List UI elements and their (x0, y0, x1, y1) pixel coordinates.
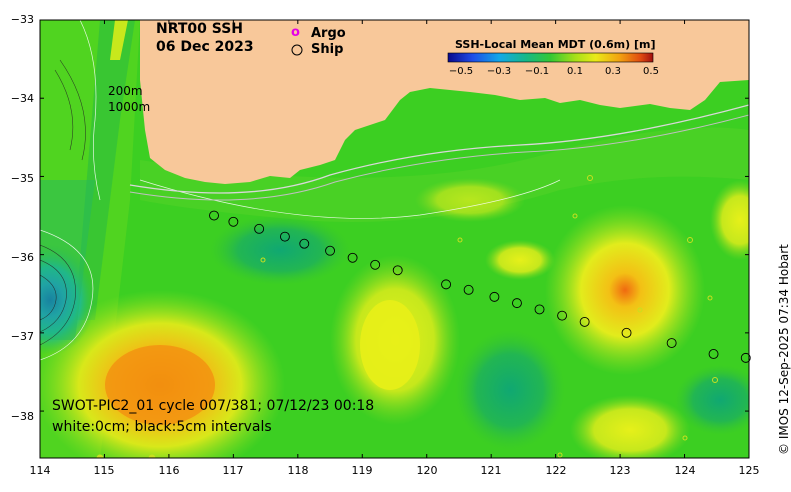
ship-position (228, 216, 239, 227)
colorbar-tick: −0.1 (524, 66, 550, 77)
ship-position (666, 338, 677, 348)
argo-legend-label: Argo (311, 26, 346, 41)
ship-position (299, 238, 310, 249)
ship-position (441, 279, 452, 290)
colorbar-tick: 0.3 (605, 66, 621, 77)
ship-position (708, 349, 719, 359)
ship-position (534, 304, 545, 315)
ship-position (740, 352, 751, 363)
ship-position (370, 259, 381, 270)
x-tick: 117 (222, 464, 244, 477)
x-tick: 120 (416, 464, 438, 477)
x-tick: 114 (29, 464, 51, 477)
ship-position (489, 291, 500, 302)
colorbar-tick: −0.5 (448, 66, 474, 77)
colorbar-title: SSH-Local Mean MDT (0.6m) [m] (455, 38, 656, 51)
ship-position (325, 245, 335, 256)
ship-legend-label: Ship (311, 42, 344, 57)
x-tick: 125 (738, 464, 760, 477)
ship-legend-icon (291, 44, 303, 56)
x-tick: 119 (351, 464, 373, 477)
colorbar-tick: 0.5 (643, 66, 659, 77)
ship-position (347, 252, 358, 263)
argo-legend-icon: o (291, 25, 300, 40)
x-tick: 121 (480, 464, 502, 477)
ship-position (254, 223, 265, 234)
ship-position (209, 210, 219, 221)
map-title-date: 06 Dec 2023 (156, 39, 254, 55)
y-tick: −33 (10, 13, 34, 26)
colorbar (447, 52, 654, 63)
y-tick: −38 (10, 410, 34, 423)
ship-position (392, 265, 403, 276)
colorbar-tick: −0.3 (486, 66, 512, 77)
x-tick: 123 (609, 464, 631, 477)
swot-pass-info: SWOT-PIC2_01 cycle 007/381; 07/12/23 00:… (52, 398, 375, 414)
y-tick: −37 (10, 330, 34, 343)
ship-position (621, 327, 632, 338)
ship-position (579, 316, 590, 327)
x-tick: 118 (287, 464, 309, 477)
x-tick: 122 (545, 464, 567, 477)
ship-position (557, 310, 568, 321)
y-tick: −34 (10, 92, 34, 105)
plot-frame (39, 19, 750, 459)
contour-interval-note: white:0cm; black:5cm intervals (52, 419, 272, 435)
colorbar-tick: 0.1 (567, 66, 583, 77)
ship-track (209, 210, 751, 363)
ship-position (279, 231, 290, 242)
x-tick: 116 (158, 464, 180, 477)
imos-credit: © IMOS 12-Sep-2025 07:34 Hobart (777, 244, 791, 455)
contour-label-1000m: 1000m (108, 100, 151, 114)
map-title-product: NRT00 SSH (156, 21, 244, 37)
ship-position (512, 298, 522, 309)
contour-label-200m: 200m (108, 84, 143, 98)
ship-position (463, 284, 474, 295)
x-tick: 124 (674, 464, 696, 477)
argo-floats (96, 175, 718, 458)
y-tick: −35 (10, 172, 34, 185)
y-tick: −36 (10, 251, 34, 264)
x-tick: 115 (93, 464, 115, 477)
